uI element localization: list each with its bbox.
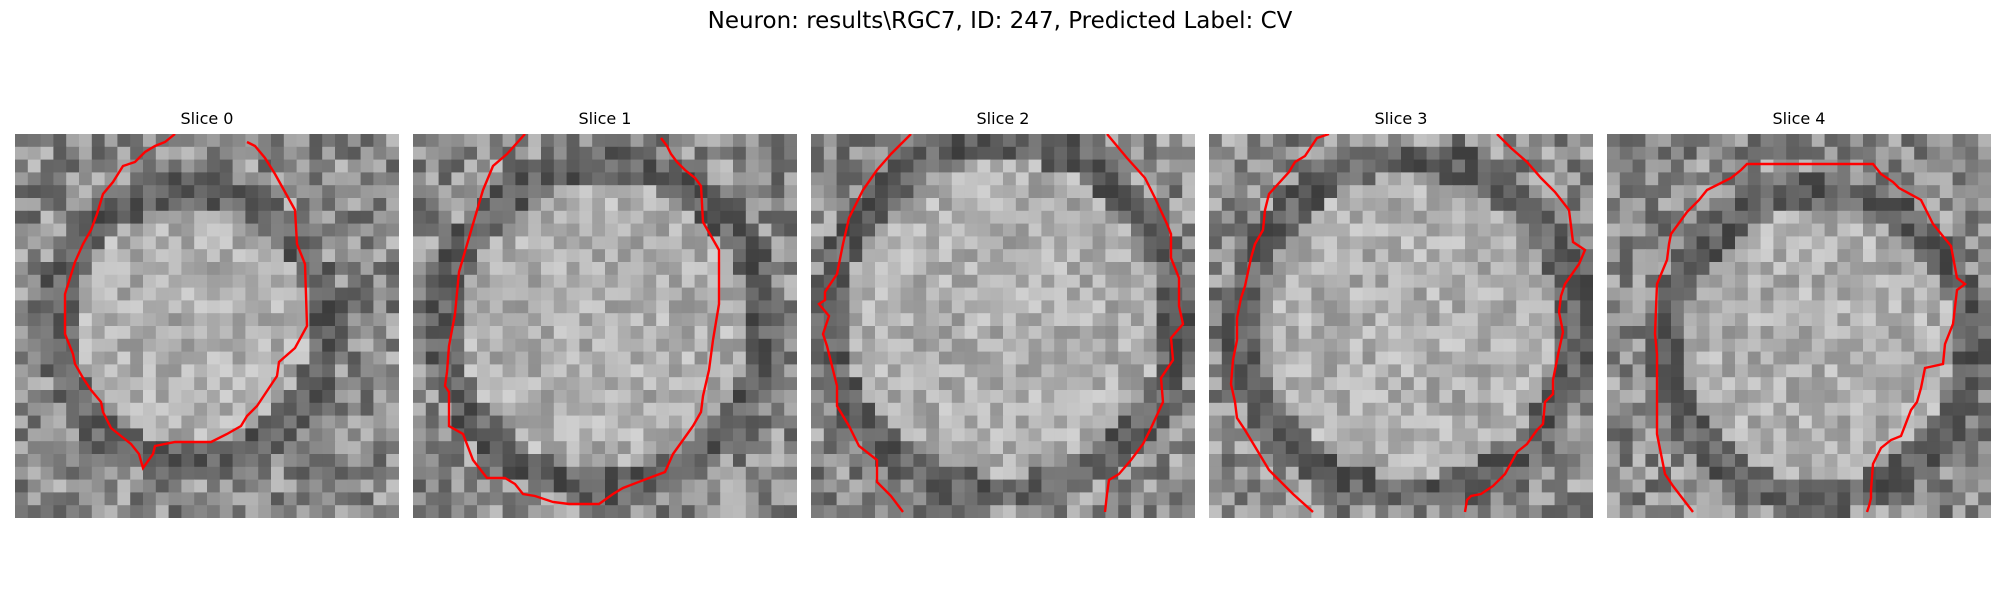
cell-contour bbox=[1103, 134, 1185, 513]
grayscale-patch bbox=[1607, 134, 1991, 518]
cell-contour bbox=[63, 134, 309, 471]
slice-image bbox=[811, 134, 1195, 518]
grayscale-patch bbox=[413, 134, 797, 518]
grayscale-patch bbox=[811, 134, 1195, 518]
slice-image bbox=[1209, 134, 1593, 518]
slice-image bbox=[15, 134, 399, 518]
cell-contour bbox=[1653, 162, 1967, 513]
cell-contour bbox=[817, 134, 912, 513]
slice-image bbox=[413, 134, 797, 518]
slice-title: Slice 1 bbox=[578, 109, 632, 128]
slice-title: Slice 3 bbox=[1374, 109, 1428, 128]
grayscale-patch bbox=[15, 134, 399, 518]
cell-contour bbox=[1229, 134, 1330, 513]
figure-title: Neuron: results\RGC7, ID: 247, Predicted… bbox=[707, 8, 1293, 34]
slice-title: Slice 0 bbox=[180, 109, 234, 128]
slice-title: Slice 4 bbox=[1772, 109, 1826, 128]
slice-title: Slice 2 bbox=[976, 109, 1030, 128]
slice-image bbox=[1607, 134, 1991, 518]
grayscale-patch bbox=[1209, 134, 1593, 518]
cell-contour bbox=[1463, 134, 1587, 513]
cell-contour bbox=[443, 134, 721, 506]
